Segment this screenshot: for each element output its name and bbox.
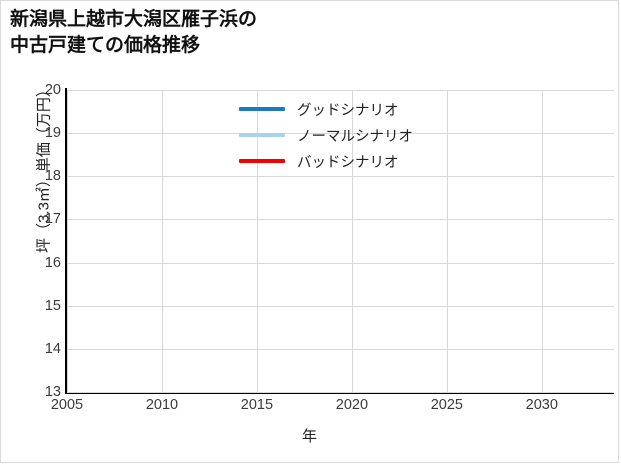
plot-area (67, 90, 614, 393)
gridline-vertical (542, 90, 543, 392)
x-axis-spine (65, 392, 614, 394)
y-tick-label: 20 (44, 82, 61, 98)
gridline-horizontal (67, 392, 614, 393)
x-tick-label: 2025 (430, 397, 463, 413)
gridline-horizontal (67, 219, 614, 220)
y-tick-label: 14 (44, 340, 61, 357)
gridline-horizontal (67, 90, 614, 91)
legend-swatch (239, 133, 285, 137)
x-axis-label: 年 (301, 428, 317, 445)
gridline-horizontal (67, 349, 614, 350)
legend-label: グッドシナリオ (297, 102, 399, 119)
gridline-horizontal (67, 133, 614, 134)
legend-item[interactable]: グッドシナリオ (239, 96, 454, 122)
y-tick-label: 13 (44, 384, 61, 400)
legend-label: ノーマルシナリオ (297, 128, 413, 145)
y-axis-label: 坪（3.3㎡）単価（万円） (35, 82, 53, 253)
y-axis-spine (65, 88, 67, 394)
legend-swatch (239, 159, 285, 163)
y-tick-label: 17 (44, 211, 61, 228)
gridline-vertical (352, 90, 353, 392)
gridline-vertical (257, 90, 258, 392)
gridline-horizontal (67, 176, 614, 177)
plot-background (67, 90, 614, 392)
x-tick-label: 2010 (145, 397, 179, 413)
gridline-vertical (447, 90, 448, 392)
chart-title: 新潟県上越市大潟区雁子浜の 中古戸建ての価格推移 (10, 9, 258, 56)
legend-swatch (239, 107, 285, 111)
legend-item[interactable]: ノーマルシナリオ (239, 122, 454, 148)
gridline-vertical (162, 90, 163, 392)
legend-label: バッドシナリオ (297, 154, 399, 171)
gridline-horizontal (67, 306, 614, 307)
chart-legend: グッドシナリオ ノーマルシナリオ バッドシナリオ (239, 96, 454, 174)
x-tick-label: 2020 (335, 397, 369, 413)
y-tick-label: 19 (44, 125, 61, 142)
gridline-vertical (67, 90, 68, 392)
x-tick-label: 2030 (525, 397, 558, 413)
gridline-horizontal (67, 263, 614, 264)
legend-item[interactable]: バッドシナリオ (239, 148, 454, 174)
x-tick-label: 2005 (50, 397, 84, 413)
y-tick-label: 15 (44, 297, 61, 314)
x-tick-label: 2015 (240, 397, 274, 413)
y-tick-label: 16 (44, 254, 61, 271)
y-tick-label: 18 (44, 168, 61, 185)
